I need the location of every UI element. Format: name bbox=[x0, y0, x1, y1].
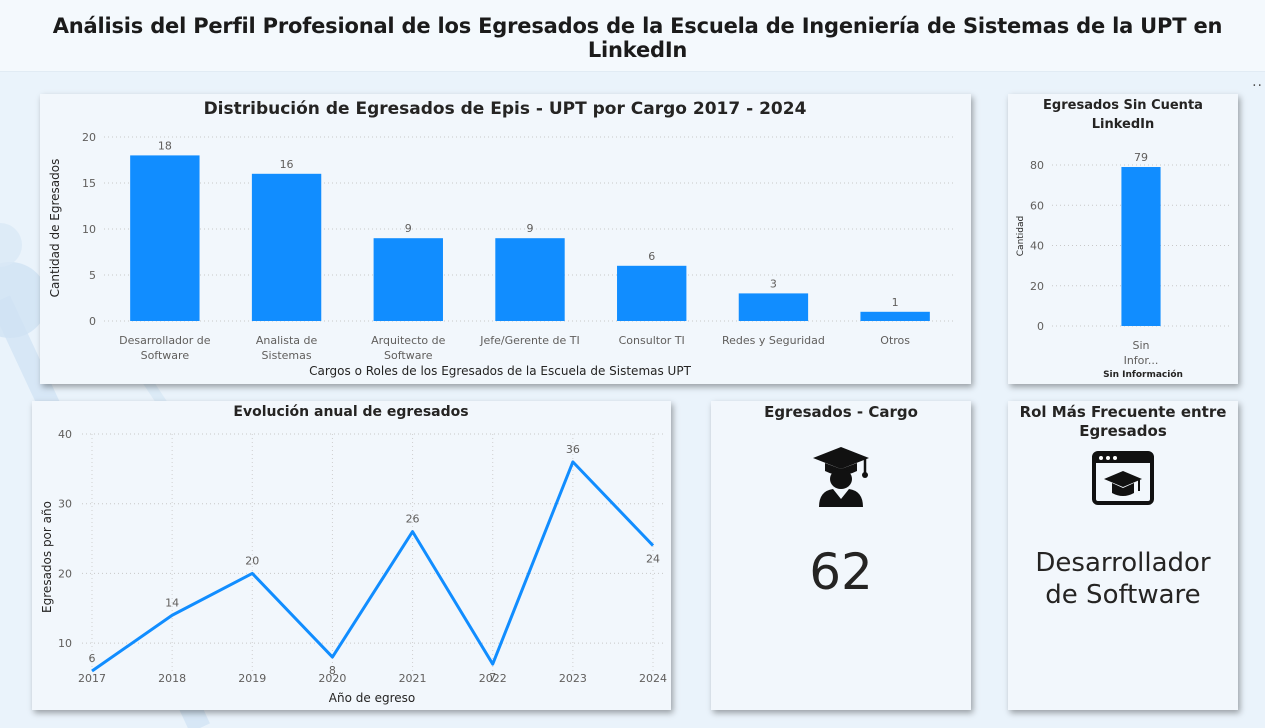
bar bbox=[495, 238, 565, 321]
y-axis-title: Cantidad de Egresados bbox=[48, 159, 62, 298]
y-tick-label: 40 bbox=[1030, 240, 1044, 253]
annual-line-chart: Evolución anual de egresados 10 20 30 40 2017… bbox=[40, 404, 667, 705]
graduate-icon bbox=[813, 447, 869, 507]
series-line bbox=[91, 460, 655, 673]
data-label: 6 bbox=[648, 250, 655, 263]
y-tick-label: 40 bbox=[58, 428, 72, 441]
y-tick-label: 20 bbox=[58, 567, 72, 580]
cargo-bar-chart: Distribución de Egresados de Epis - UPT … bbox=[48, 99, 956, 378]
bar bbox=[1121, 167, 1161, 326]
dashboard-title: Análisis del Perfil Profesional de los E… bbox=[52, 14, 1223, 62]
y-axis-title: Cantidad bbox=[1016, 216, 1026, 256]
x-tick-label: Software bbox=[384, 349, 433, 362]
cargo-bar-chart-card: Distribución de Egresados de Epis - UPT … bbox=[40, 94, 971, 384]
kpi-rol-card: Rol Más Frecuente entre Egresados Desarr… bbox=[1008, 401, 1238, 710]
data-label: 36 bbox=[566, 443, 580, 456]
data-label: 8 bbox=[329, 664, 336, 677]
bar bbox=[130, 155, 200, 321]
kpi-rol-value-line: de Software bbox=[1045, 580, 1201, 610]
x-axis-title: Cargos o Roles de los Egresados de la Es… bbox=[309, 364, 691, 378]
chart-title: LinkedIn bbox=[1092, 117, 1155, 132]
x-tick-label: 2018 bbox=[158, 672, 186, 685]
x-tick-label: Desarrollador de bbox=[119, 334, 211, 347]
x-tick-label: 2020 bbox=[318, 672, 346, 685]
chart-title: Distribución de Egresados de Epis - UPT … bbox=[204, 99, 807, 119]
y-tick-label: 20 bbox=[82, 131, 96, 144]
y-tick-label: 15 bbox=[82, 177, 96, 190]
kpi-egresados-card: Egresados - Cargo 62 bbox=[711, 401, 971, 710]
data-label: 7 bbox=[489, 671, 496, 684]
y-tick-label: 0 bbox=[89, 315, 96, 328]
x-tick-label: Consultor TI bbox=[619, 334, 685, 347]
bar bbox=[860, 311, 930, 321]
chart-title: Evolución anual de egresados bbox=[233, 404, 468, 420]
x-axis-title: Sin Información bbox=[1103, 369, 1183, 380]
x-tick-label: Sin bbox=[1132, 339, 1149, 352]
kpi-egresados-title: Egresados - Cargo bbox=[764, 403, 918, 421]
x-tick-label: Software bbox=[141, 349, 190, 362]
y-tick-label: 80 bbox=[1030, 159, 1044, 172]
web-graduation-icon bbox=[1092, 451, 1154, 505]
data-label: 3 bbox=[770, 277, 777, 290]
x-tick-label: Infor... bbox=[1124, 354, 1159, 367]
bar bbox=[617, 265, 687, 321]
kpi-rol-title-line: Rol Más Frecuente entre bbox=[1019, 403, 1227, 421]
data-label: 26 bbox=[406, 513, 420, 526]
x-tick-label: 2024 bbox=[639, 672, 667, 685]
kpi-rol-title: Rol Más Frecuente entre Egresados bbox=[1008, 403, 1238, 441]
data-label: 1 bbox=[892, 296, 899, 309]
data-label: 6 bbox=[89, 652, 96, 665]
x-tick-label: Otros bbox=[880, 334, 910, 347]
y-tick-label: 5 bbox=[89, 269, 96, 282]
data-label: 14 bbox=[165, 596, 179, 609]
y-axis-title: Egresados por año bbox=[40, 501, 54, 613]
data-label: 20 bbox=[245, 554, 259, 567]
y-tick-label: 10 bbox=[58, 637, 72, 650]
bar bbox=[373, 238, 443, 321]
x-tick-label: Analista de bbox=[256, 334, 318, 347]
annual-line-chart-card: Evolución anual de egresados 10 20 30 40 2017… bbox=[32, 401, 671, 710]
x-tick-label: 2019 bbox=[238, 672, 266, 685]
data-label: 79 bbox=[1134, 151, 1148, 164]
kpi-rol-value-line: Desarrollador bbox=[1035, 548, 1211, 578]
x-tick-label: 2021 bbox=[399, 672, 427, 685]
dashboard-header: Análisis del Perfil Profesional de los E… bbox=[0, 0, 1265, 72]
kpi-rol-title-line: Egresados bbox=[1079, 422, 1167, 440]
y-tick-label: 60 bbox=[1030, 199, 1044, 212]
x-tick-label: Redes y Seguridad bbox=[722, 334, 825, 347]
data-label: 9 bbox=[527, 222, 534, 235]
data-label: 9 bbox=[405, 222, 412, 235]
y-tick-label: 20 bbox=[1030, 280, 1044, 293]
x-tick-label: Sistemas bbox=[262, 349, 312, 362]
x-tick-label: 2023 bbox=[559, 672, 587, 685]
kpi-rol-value: Desarrollador de Software bbox=[1008, 547, 1238, 611]
linkedin-bar-chart: Egresados Sin Cuenta LinkedIn 0 20 40 60 80 79 S… bbox=[1016, 98, 1230, 380]
data-label: 24 bbox=[646, 553, 660, 566]
x-tick-label: Arquitecto de bbox=[371, 334, 446, 347]
more-options-icon[interactable]: ·· bbox=[1252, 78, 1263, 94]
x-tick-label: Jefe/Gerente de TI bbox=[479, 334, 579, 347]
linkedin-bar-chart-card: Egresados Sin Cuenta LinkedIn 0 20 40 60 80 79 S… bbox=[1008, 94, 1238, 384]
data-label: 16 bbox=[280, 158, 294, 171]
data-label: 18 bbox=[158, 139, 172, 152]
y-tick-label: 30 bbox=[58, 498, 72, 511]
kpi-egresados-value: 62 bbox=[809, 543, 873, 601]
y-tick-label: 10 bbox=[82, 223, 96, 236]
chart-title: Egresados Sin Cuenta bbox=[1043, 98, 1203, 113]
x-axis-title: Año de egreso bbox=[329, 691, 415, 705]
bar bbox=[738, 293, 809, 321]
bar bbox=[251, 173, 322, 321]
y-tick-label: 0 bbox=[1037, 320, 1044, 333]
x-tick-label: 2017 bbox=[78, 672, 106, 685]
x-tick-label: 2022 bbox=[479, 672, 507, 685]
